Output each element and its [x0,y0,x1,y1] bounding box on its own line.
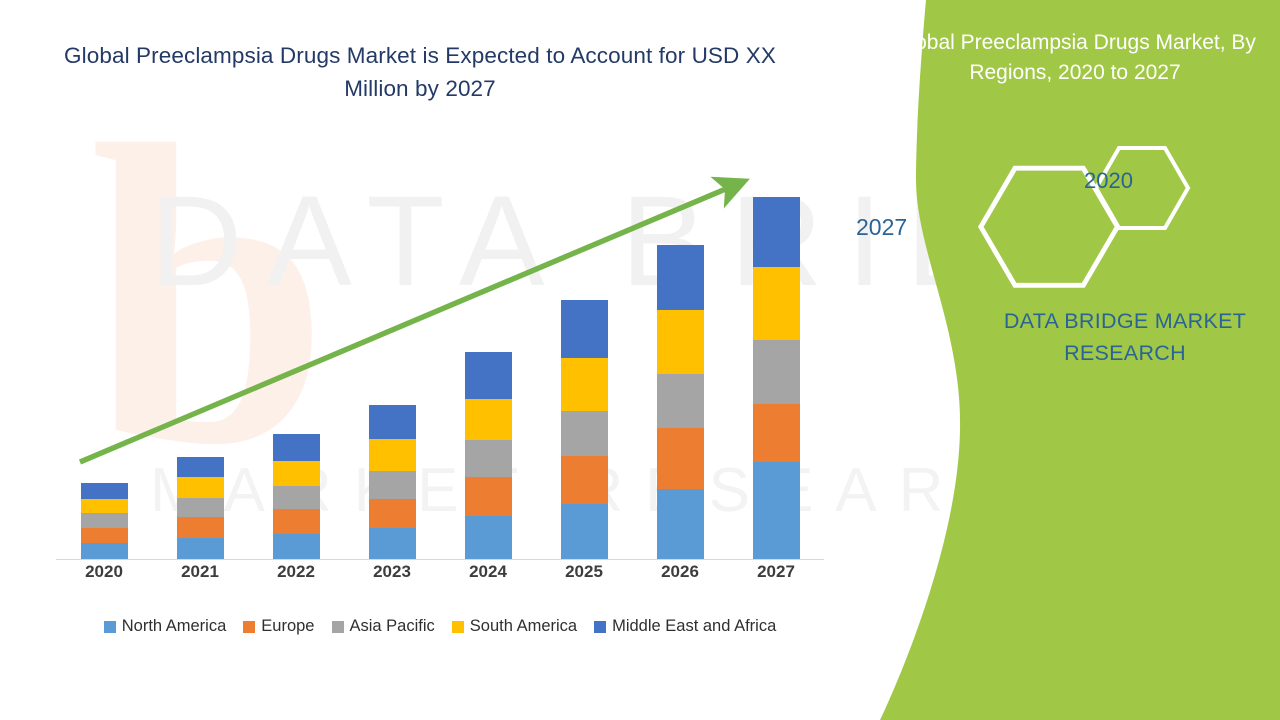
bar-segment[interactable] [272,460,320,486]
bar-segment[interactable] [560,504,608,559]
legend-swatch [103,620,116,633]
bar-segment[interactable] [464,399,512,441]
bar-segment[interactable] [272,533,320,559]
bar-segment[interactable] [176,456,224,478]
bar-segment[interactable] [80,482,128,499]
bar-slot [152,170,248,559]
bar-segment[interactable] [656,373,704,429]
bar-segment[interactable] [368,439,416,472]
stacked-bar[interactable] [656,245,704,559]
bar-slot [728,170,824,559]
bar-segment[interactable] [368,527,416,559]
bar-segment[interactable] [752,266,800,340]
panel-title: Global Preeclampsia Drugs Market, By Reg… [894,31,1256,84]
legend-item[interactable]: Middle East and Africa [594,617,776,636]
bar-segment[interactable] [464,516,512,559]
bar-segment[interactable] [752,403,800,463]
x-axis-tick-label: 2025 [565,562,603,581]
bar-segment[interactable] [176,497,224,518]
stacked-bar[interactable] [560,299,608,559]
x-axis-tick-label: 2024 [469,562,507,581]
legend-label: Asia Pacific [349,617,435,635]
x-axis-tick-label: 2027 [757,562,795,581]
legend-item[interactable]: Asia Pacific [331,617,435,636]
bar-segment[interactable] [752,339,800,404]
legend-label: Europe [261,617,315,635]
stacked-bar[interactable] [272,434,320,559]
x-axis-line [56,559,824,560]
stacked-bar[interactable] [464,352,512,559]
legend-label: South America [469,617,578,635]
hexagon-2027-label: 2027 [856,214,908,240]
x-axis-tick-label: 2021 [181,562,219,581]
stacked-bar[interactable] [80,482,128,559]
x-axis-tick-label: 2020 [85,562,123,581]
legend-item[interactable]: North America [103,617,227,636]
bar-group [56,170,824,559]
bar-segment[interactable] [560,358,608,411]
bar-segment[interactable] [176,517,224,538]
bar-segment[interactable] [80,543,128,559]
bar-segment[interactable] [176,537,224,559]
legend-swatch [331,620,344,633]
bar-segment[interactable] [656,245,704,311]
page-title: Global Preeclampsia Drugs Market is Expe… [64,43,776,101]
bar-segment[interactable] [272,434,320,461]
legend-label: North America [121,617,227,635]
green-panel-shape [880,0,1280,720]
bar-segment[interactable] [464,352,512,400]
bar-segment[interactable] [656,428,704,489]
bar-slot [632,170,728,559]
legend-item[interactable]: Europe [243,617,315,636]
hexagon-2020 [1093,146,1191,230]
legend-swatch [451,620,464,633]
stacked-bar[interactable] [176,456,224,559]
bar-segment[interactable] [464,440,512,478]
bar-segment[interactable] [464,477,512,517]
bar-segment[interactable] [368,404,416,440]
legend-item[interactable]: South America [451,617,578,636]
bar-slot [344,170,440,559]
bar-segment[interactable] [80,513,128,528]
hexagon-2020-label: 2020 [1084,168,1133,193]
hexagon-badges [977,146,1191,288]
bar-segment[interactable] [176,477,224,498]
bar-segment[interactable] [560,455,608,505]
legend-swatch [243,620,256,633]
bar-segment[interactable] [80,498,128,514]
bar-slot [440,170,536,559]
bar-slot [56,170,152,559]
bar-slot [248,170,344,559]
bar-segment[interactable] [560,299,608,359]
stacked-bar-chart [56,170,824,560]
bar-segment[interactable] [656,310,704,374]
x-axis-tick-label: 2026 [661,562,699,581]
plot-area [56,170,824,560]
bar-segment[interactable] [368,498,416,528]
bar-segment[interactable] [368,471,416,499]
stacked-bar[interactable] [752,197,800,559]
bar-segment[interactable] [272,509,320,534]
x-axis-tick-label: 2022 [277,562,315,581]
brand-name: DATA BRIDGE MARKET RESEARCH [1003,309,1247,366]
bar-slot [536,170,632,559]
bar-segment[interactable] [656,488,704,559]
chart-legend: North America Europe Asia Pacific South Ame… [56,617,824,636]
legend-label: Middle East and Africa [612,617,777,635]
x-axis-labels: 2020 2021 2022 2023 2024 2025 2026 2027 [56,562,824,582]
legend-swatch [594,620,607,633]
bar-segment[interactable] [560,410,608,456]
bar-segment[interactable] [80,527,128,544]
bar-segment[interactable] [752,462,800,559]
bar-segment[interactable] [272,485,320,510]
bar-segment[interactable] [752,197,800,267]
right-panel: Global Preeclampsia Drugs Market, By Reg… [820,0,1280,720]
stacked-bar[interactable] [368,404,416,559]
x-axis-tick-label: 2023 [373,562,411,581]
